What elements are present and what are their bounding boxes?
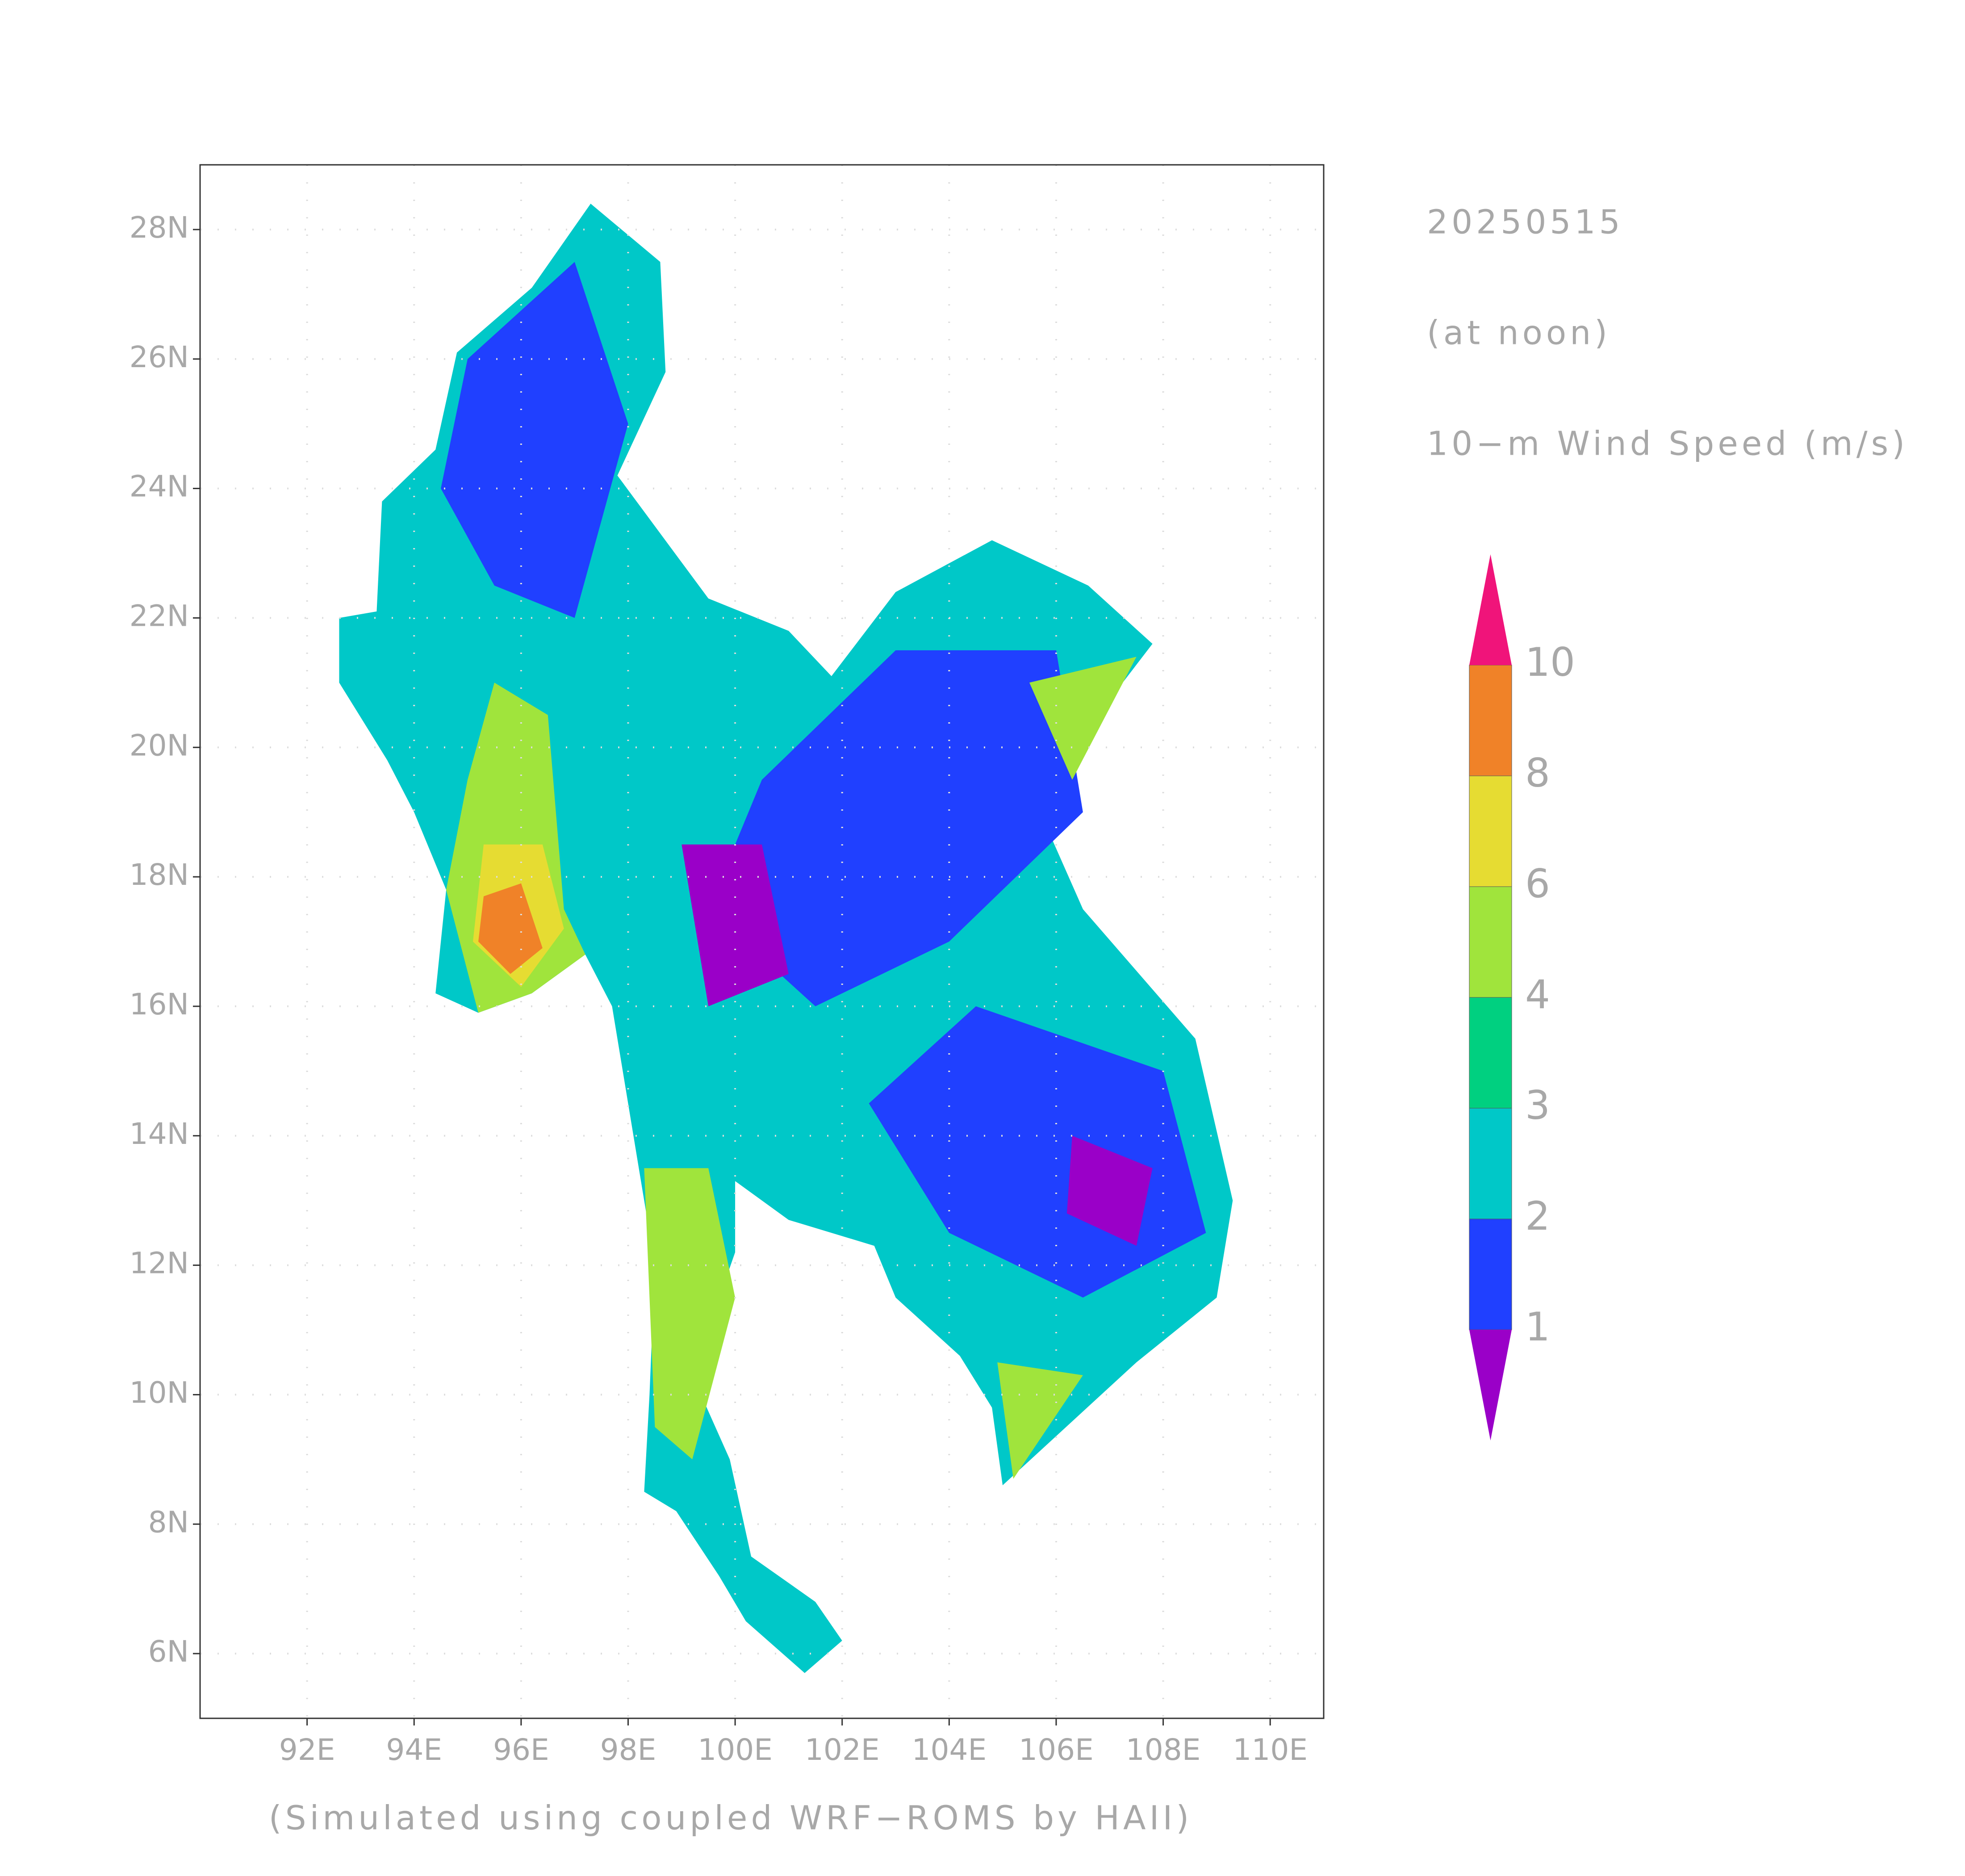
land-field	[339, 204, 1233, 1673]
x-tick-label: 102E	[805, 1733, 880, 1767]
wind-region	[708, 650, 1083, 1006]
x-tick-label: 94E	[386, 1733, 442, 1767]
y-tick-label: 16N	[130, 987, 189, 1022]
colorbar-box	[1469, 997, 1512, 1109]
colorbar-box	[1469, 775, 1512, 887]
colorbar-label: 10	[1525, 639, 1575, 685]
x-tick-label: 98E	[600, 1733, 656, 1767]
y-tick-label: 26N	[130, 340, 189, 374]
variable-label: 10−m Wind Speed (m/s)	[1427, 425, 1908, 463]
y-tick-label: 12N	[130, 1246, 189, 1281]
wind-region	[997, 1362, 1083, 1479]
colorbar-box	[1469, 1108, 1512, 1219]
y-tick-label: 10N	[130, 1375, 189, 1410]
colorbar-under	[1469, 1330, 1512, 1440]
y-tick-label: 6N	[148, 1634, 189, 1669]
wind-region	[1066, 1135, 1153, 1246]
x-tick-label: 96E	[493, 1733, 549, 1767]
wind-region	[681, 844, 789, 1006]
colorbar-label: 4	[1525, 972, 1550, 1018]
colorbar-label: 3	[1525, 1082, 1550, 1128]
x-tick-label: 106E	[1019, 1733, 1094, 1767]
time-label: (at noon)	[1427, 314, 1611, 352]
wind-region	[644, 1168, 736, 1460]
x-tick-label: 100E	[698, 1733, 773, 1767]
y-tick-label: 18N	[130, 858, 189, 892]
colorbar-box	[1469, 665, 1512, 776]
x-tick-label: 108E	[1126, 1733, 1201, 1767]
map-frame	[199, 164, 1325, 1719]
x-tick-label: 92E	[279, 1733, 335, 1767]
colorbar-box	[1469, 886, 1512, 998]
x-tick-label: 110E	[1233, 1733, 1308, 1767]
y-tick-label: 28N	[130, 210, 189, 245]
y-tick-label: 14N	[130, 1117, 189, 1151]
y-tick-label: 20N	[130, 728, 189, 762]
y-tick-label: 24N	[130, 469, 189, 504]
footer: (Simulated using coupled WRF−ROMS by HAI…	[269, 1799, 1192, 1838]
colorbar-label: 6	[1525, 861, 1550, 907]
wind-region	[441, 262, 628, 618]
y-tick-label: 22N	[130, 599, 189, 633]
colorbar-box	[1469, 1219, 1512, 1330]
colorbar: 1 2 3 4 6 8 10	[1469, 554, 1575, 1440]
colorbar-over	[1469, 554, 1512, 665]
date-label: 20250515	[1427, 203, 1624, 242]
wind-region	[478, 883, 543, 974]
colorbar-label: 2	[1525, 1193, 1550, 1239]
y-tick-label: 8N	[148, 1505, 189, 1539]
x-tick-label: 104E	[911, 1733, 987, 1767]
colorbar-label: 1	[1525, 1304, 1550, 1350]
colorbar-label: 8	[1525, 750, 1550, 796]
